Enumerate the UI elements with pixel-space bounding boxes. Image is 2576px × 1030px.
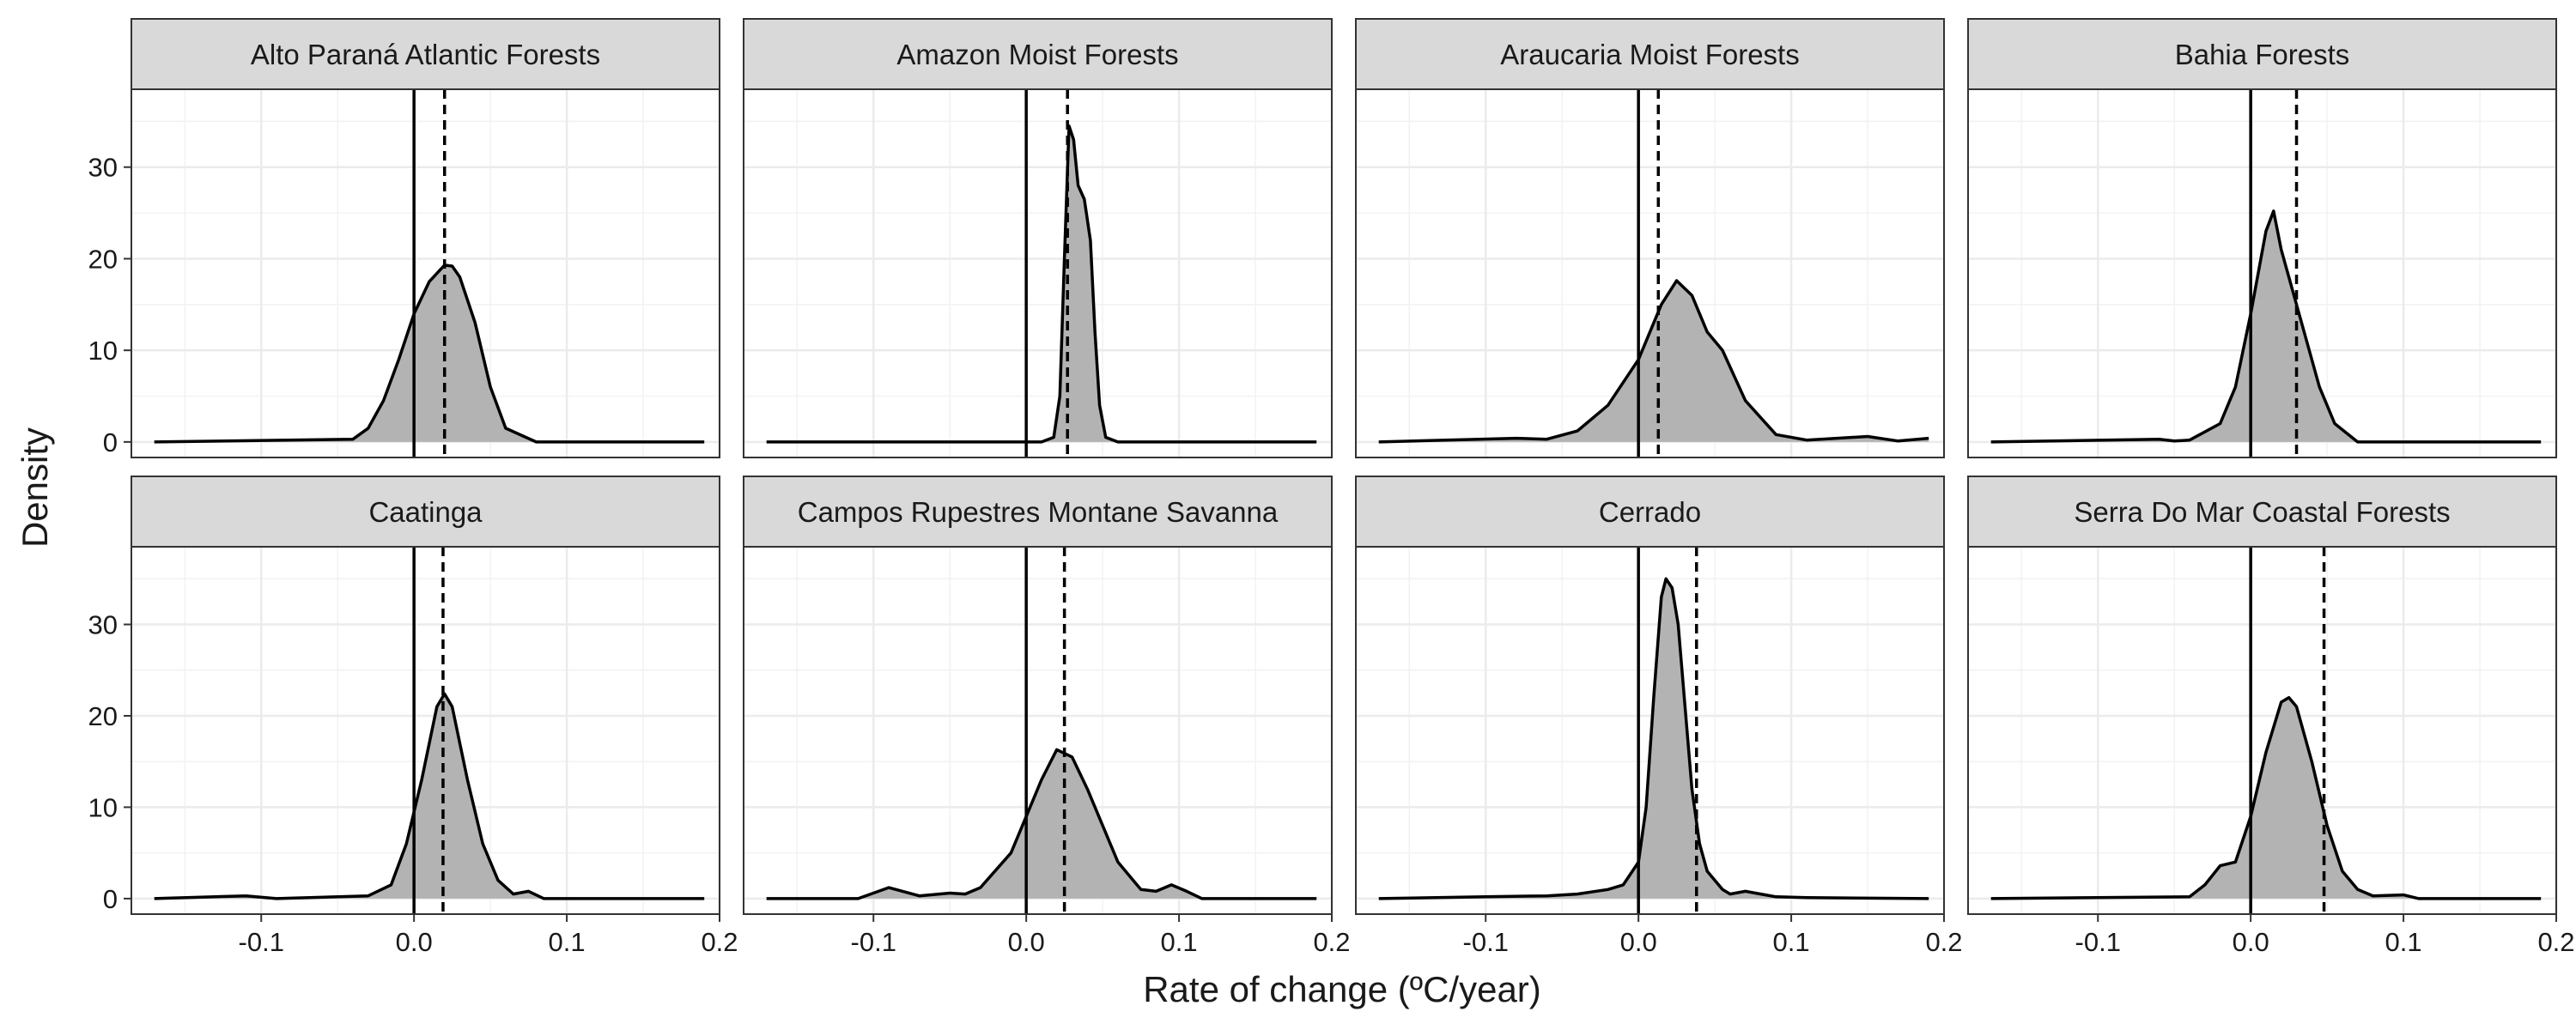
facet-panel: Campos Rupestres Montane Savanna -0.1 0.0 0… [743,476,1351,957]
panel-border [1967,546,2557,915]
facet-strip [131,476,720,548]
facet-panel: Amazon Moist Forests [743,18,1334,458]
y-axis-title: Density [15,427,55,548]
panel-border [1967,88,2557,458]
x-tick-label: -0.1 [1463,927,1509,957]
facet-strip [1967,18,2557,90]
x-tick-label: 0.1 [549,927,586,957]
panel-border [743,88,1333,458]
density-area [154,694,705,899]
panel-border [131,88,720,458]
facet-strip [1967,476,2557,548]
density-area [1990,210,2542,442]
y-tick-label: 10 [88,792,118,822]
x-tick-label: 0.0 [1620,927,1657,957]
density-line [766,748,1317,900]
facet-title: Campos Rupestres Montane Savanna [798,496,1279,528]
density-area [766,749,1317,899]
facet-strip [1355,18,1945,90]
y-tick-label: 30 [88,609,118,639]
y-tick-label: 30 [88,153,118,183]
facet-title: Caatinga [368,496,483,528]
density-line [1378,279,1929,444]
plot-background [744,89,1332,457]
x-tick-label: 0.0 [396,927,433,957]
y-tick-label: 0 [103,884,118,914]
density-line [1990,209,2542,444]
facet-title: Serra Do Mar Coastal Forests [2074,496,2450,528]
facet-strip [1355,476,1945,548]
facet-panel: Bahia Forests [1967,18,2558,458]
y-tick-label: 20 [88,701,118,731]
facet-panel: Caatinga -0.1 0.0 0.1 0.2 0 10 20 30 [88,476,738,957]
facet-panel: Alto Paraná Atlantic Forests 0 10 20 30 [88,18,721,458]
x-tick-label: 0.2 [1925,927,1962,957]
panel-border [1355,546,1945,915]
y-tick-label: 10 [88,336,118,366]
x-tick-label: -0.1 [851,927,896,957]
x-tick-label: 0.1 [1773,927,1810,957]
x-tick-label: 0.1 [1161,927,1198,957]
facet-title: Cerrado [1599,496,1701,528]
x-tick-label: 0.0 [1008,927,1045,957]
density-area [1378,281,1929,442]
panel-border [743,546,1333,915]
density-line [1990,695,2542,900]
x-tick-label: -0.1 [2075,927,2121,957]
facet-title: Alto Paraná Atlantic Forests [251,39,600,70]
x-tick-label: 0.2 [1313,927,1350,957]
facet-panel: Cerrado -0.1 0.0 0.1 0.2 [1355,476,1963,957]
y-tick-label: 20 [88,244,118,274]
facet-title: Araucaria Moist Forests [1500,39,1799,70]
x-tick-label: 0.2 [701,927,738,957]
panel-border [1355,88,1945,458]
facet-panels: Alto Paraná Atlantic Forests 0 10 20 30 Amazo… [88,18,2575,957]
x-axis-title: Rate of change (ºC/year) [1143,969,1541,1009]
facet-title: Bahia Forests [2175,39,2350,70]
density-area [1378,579,1929,899]
x-tick-label: 0.1 [2385,927,2422,957]
facet-panel: Araucaria Moist Forests [1355,18,1946,458]
facet-title: Amazon Moist Forests [896,39,1178,70]
x-tick-label: 0.0 [2233,927,2269,957]
x-tick-label: -0.1 [239,927,284,957]
density-line [1378,577,1929,900]
density-area [154,264,705,442]
y-tick-label: 0 [103,427,118,457]
facet-strip [131,18,720,90]
density-area [1990,697,2542,899]
density-line [766,124,1317,444]
x-tick-label: 0.2 [2537,927,2574,957]
facet-panel: Serra Do Mar Coastal Forests -0.1 0.0 0.1 0.… [1967,476,2575,957]
facet-strip [743,18,1333,90]
panel-border [131,546,720,915]
